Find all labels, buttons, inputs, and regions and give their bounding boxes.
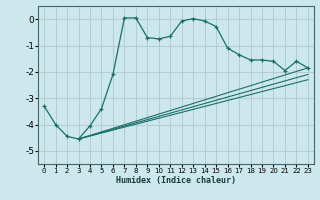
X-axis label: Humidex (Indice chaleur): Humidex (Indice chaleur) (116, 176, 236, 185)
